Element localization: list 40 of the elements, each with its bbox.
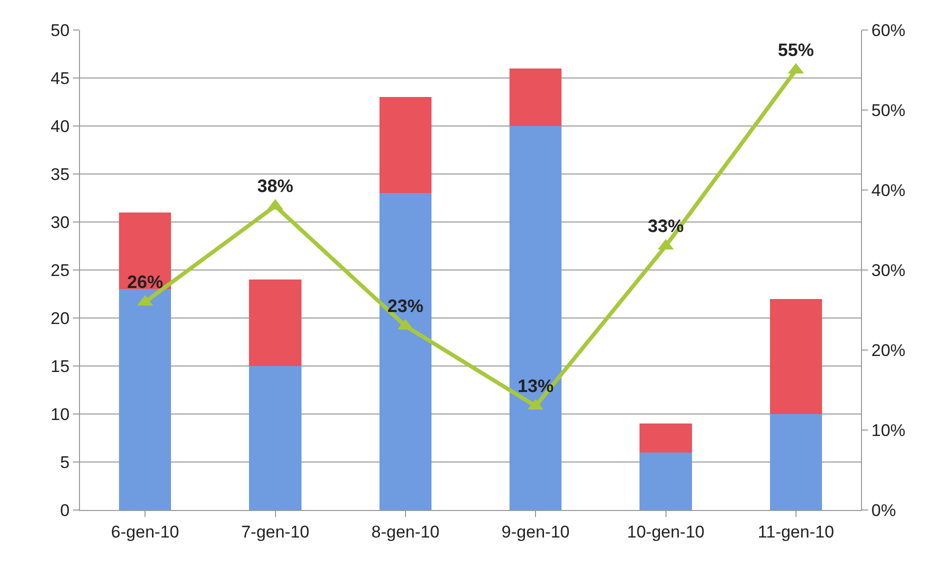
bar [510,126,562,510]
y2-tick-label: 0% [871,500,896,520]
y-tick-label: 40 [50,116,70,136]
bar [119,289,172,510]
bar [770,298,822,414]
data-label: 55% [778,40,814,60]
bar [379,97,432,194]
y2-tick-label: 50% [871,100,906,120]
data-label: 23% [387,296,424,316]
y-tick-label: 0 [60,500,70,520]
y2-tick-label: 10% [871,420,906,440]
y-tick-label: 20 [50,308,70,328]
x-tick-label: 9-gen-10 [502,522,570,542]
x-tick-label: 7-gen-10 [241,522,310,542]
y2-tick-label: 20% [871,340,906,360]
y-tick-label: 15 [50,356,70,376]
bar [770,414,822,510]
data-label: 26% [127,272,164,292]
y-tick-label: 35 [50,164,70,184]
y-tick-label: 50 [50,20,70,40]
x-tick-label: 8-gen-10 [371,522,440,542]
bar [640,424,692,452]
x-tick-label: 6-gen-10 [111,522,180,542]
y2-tick-label: 60% [871,20,906,40]
y2-tick-label: 40% [871,180,906,200]
y-tick-label: 45 [50,68,70,88]
bar [249,366,302,510]
y-tick-label: 10 [50,404,70,424]
y-tick-label: 5 [60,452,70,472]
bar [510,68,562,126]
bar [249,280,302,366]
y-tick-label: 30 [50,212,70,232]
y2-tick-label: 30% [871,260,906,280]
x-tick-label: 10-gen-10 [626,522,705,542]
x-tick-label: 11-gen-10 [758,522,834,542]
bar [379,193,432,510]
bar [119,212,172,290]
data-label: 38% [257,176,294,196]
y-tick-label: 25 [50,260,70,280]
bar [640,452,692,510]
